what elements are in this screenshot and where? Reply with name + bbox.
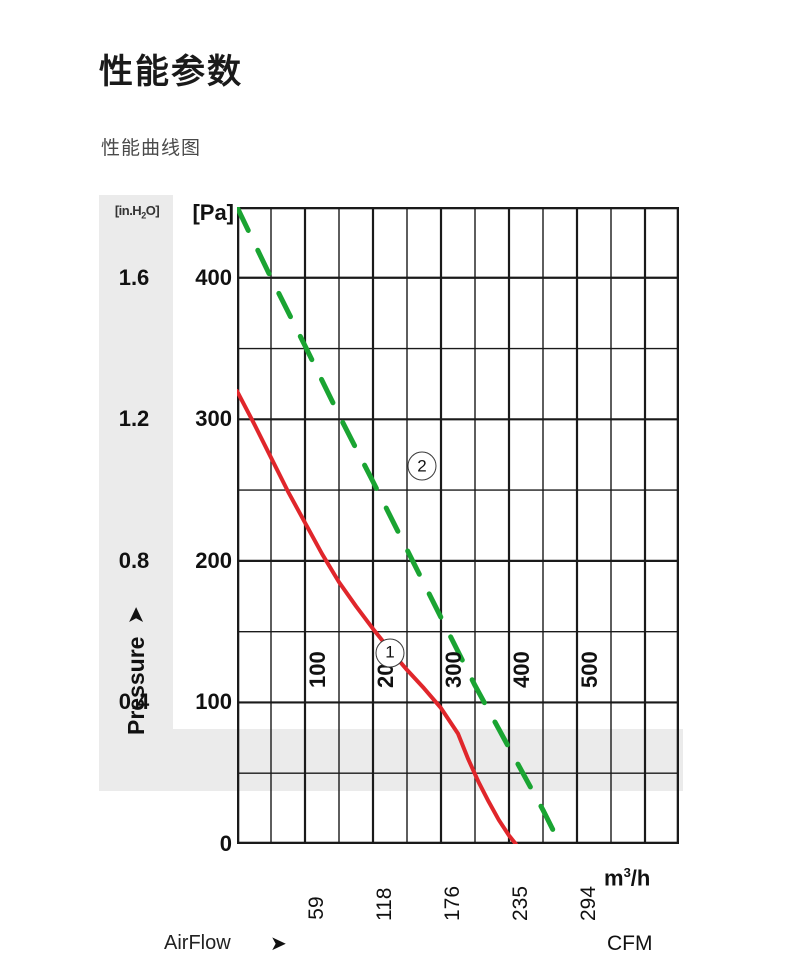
x-tick-m3h-500: 500 xyxy=(577,651,602,688)
cfm-axis-band xyxy=(99,729,683,791)
unit-m3h-sup: 3 xyxy=(623,865,631,880)
y-tick-pa-400: 400 xyxy=(195,264,232,290)
curve-1 xyxy=(237,389,518,844)
y-tick-pa-200: 200 xyxy=(195,547,232,573)
unit-inh2o-open: [in.H xyxy=(114,203,142,218)
y-tick-inh2o-0.8: 0.8 xyxy=(118,547,150,573)
airflow-arrow-icon: ➤ xyxy=(270,933,287,955)
x-tick-cfm-235: 235 xyxy=(509,885,532,921)
y-tick-pa-100: 100 xyxy=(195,689,232,715)
chart-canvas xyxy=(237,207,679,844)
y-axis-secondary-unit: [in.H2O] xyxy=(104,203,170,221)
unit-m3h-main: m xyxy=(604,865,624,891)
y-axis-primary-unit: [Pa] xyxy=(192,200,234,225)
y-tick-inh2o-1.6: 1.6 xyxy=(118,264,150,290)
unit-inh2o-close: O] xyxy=(145,203,160,218)
x-tick-cfm-294: 294 xyxy=(577,885,600,921)
x-tick-m3h-100: 100 xyxy=(305,651,330,688)
x-axis-title: AirFlow xyxy=(164,932,231,954)
page-subtitle: 性能曲线图 xyxy=(101,138,202,159)
x-tick-cfm-176: 176 xyxy=(441,885,464,921)
page-title: 性能参数 xyxy=(99,53,243,91)
plot-area xyxy=(237,207,679,844)
x-axis-secondary-unit: CFM xyxy=(607,932,653,955)
y-tick-pa-300: 300 xyxy=(195,406,232,432)
y-tick-inh2o-1.2: 1.2 xyxy=(118,406,150,432)
x-tick-cfm-59: 59 xyxy=(305,896,328,920)
curve-2 xyxy=(237,207,563,844)
left-axis-band xyxy=(99,195,173,760)
unit-inh2o-sub: 2 xyxy=(141,210,146,221)
x-axis-primary-unit: m3/h xyxy=(604,865,650,891)
performance-curve-chart: [in.H2O] [Pa] Pressure ➤ 0 100 200 300 400 0… xyxy=(0,180,800,955)
x-tick-cfm-118: 118 xyxy=(373,887,396,921)
unit-m3h-tail: /h xyxy=(630,865,651,891)
curve-badge-1: 1 xyxy=(375,638,405,668)
x-tick-m3h-400: 400 xyxy=(509,651,534,688)
curve-badge-2: 2 xyxy=(407,451,437,481)
x-tick-m3h-300: 300 xyxy=(441,651,466,688)
y-tick-pa-0: 0 xyxy=(219,831,232,856)
y-tick-inh2o-0.4: 0.4 xyxy=(118,689,150,715)
